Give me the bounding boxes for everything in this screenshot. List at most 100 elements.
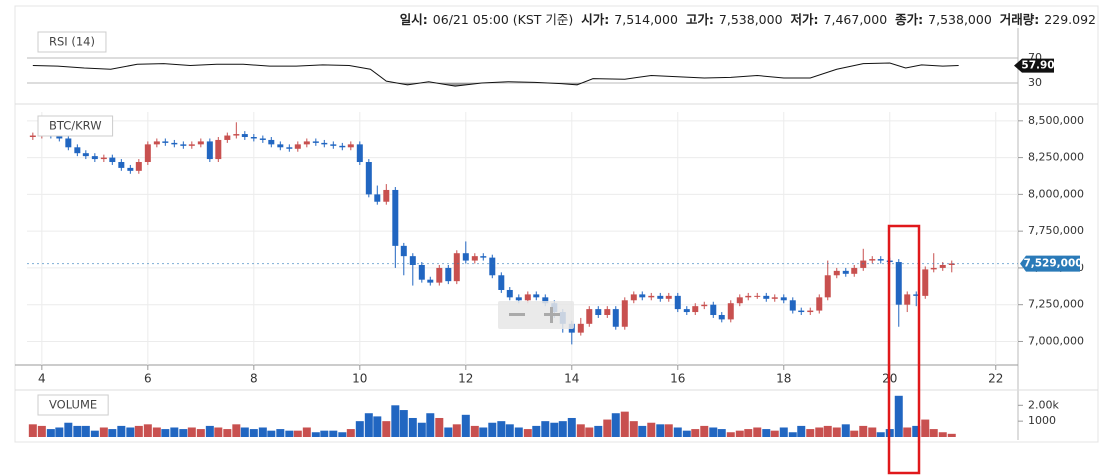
volume-bar bbox=[417, 422, 426, 437]
volume-bar bbox=[576, 424, 585, 437]
volume-bar bbox=[762, 429, 771, 437]
candle-body bbox=[330, 144, 337, 146]
candle-body bbox=[745, 295, 752, 298]
candle-body bbox=[807, 310, 814, 313]
volume-bar bbox=[797, 425, 806, 437]
panel-label-box bbox=[37, 31, 107, 53]
candle-body bbox=[153, 141, 160, 145]
candle-body bbox=[869, 259, 876, 261]
volume-bar bbox=[461, 414, 470, 437]
candle-body bbox=[904, 294, 911, 305]
volume-tick-label: 1000 bbox=[1028, 414, 1056, 427]
zoom-in-button[interactable] bbox=[544, 307, 560, 323]
x-tick-label: 10 bbox=[352, 372, 367, 386]
header-value: 06/21 05:00 (KST 기준) bbox=[433, 12, 574, 27]
candle-body bbox=[74, 147, 81, 154]
candle-body bbox=[922, 269, 929, 296]
candle-body bbox=[277, 144, 284, 148]
volume-bar bbox=[55, 427, 64, 437]
candle-body bbox=[621, 300, 628, 327]
volume-bar bbox=[293, 430, 302, 437]
volume-bar bbox=[585, 427, 594, 437]
candle-body bbox=[736, 297, 743, 304]
candle-body bbox=[754, 295, 761, 297]
candle-body bbox=[118, 162, 125, 168]
volume-bar bbox=[541, 421, 550, 437]
candle-body bbox=[347, 144, 354, 148]
volume-bar bbox=[656, 424, 665, 437]
volume-bar bbox=[682, 430, 691, 437]
candle-body bbox=[241, 134, 248, 138]
chart-frame bbox=[14, 5, 1099, 443]
header-label: 저가: bbox=[791, 12, 819, 27]
volume-bar bbox=[594, 425, 603, 437]
candle-body bbox=[683, 309, 690, 313]
volume-bar bbox=[435, 417, 444, 437]
candle-body bbox=[215, 139, 222, 160]
volume-bar bbox=[179, 429, 188, 437]
volume-bar bbox=[355, 421, 364, 437]
volume-bar bbox=[603, 419, 612, 437]
candle-body bbox=[542, 297, 549, 304]
candle-body bbox=[127, 167, 134, 171]
y-tick-label: 8,250,000 bbox=[1028, 151, 1084, 164]
x-tick-label: 12 bbox=[458, 372, 473, 386]
candle-body bbox=[206, 141, 213, 160]
volume-bar bbox=[232, 424, 241, 437]
volume-bar bbox=[753, 427, 762, 437]
candle-body bbox=[595, 309, 602, 315]
volume-bar bbox=[691, 429, 700, 437]
volume-bar bbox=[788, 432, 797, 437]
candle-body bbox=[109, 157, 116, 163]
zoom-controls bbox=[498, 301, 574, 329]
candle-body bbox=[630, 294, 637, 301]
volume-bar bbox=[647, 422, 656, 437]
header-label: 거래량: bbox=[1000, 12, 1040, 27]
volume-bar bbox=[550, 422, 559, 437]
candle-body bbox=[100, 157, 107, 160]
y-tick-label: 7,000,000 bbox=[1028, 334, 1084, 347]
candle-body bbox=[321, 142, 328, 145]
volume-bar bbox=[868, 427, 877, 437]
x-tick-label: 18 bbox=[776, 372, 791, 386]
volume-bar bbox=[28, 424, 37, 437]
zoom-panel bbox=[498, 301, 574, 329]
volume-bar bbox=[505, 424, 514, 437]
panel-label: BTC/KRW bbox=[49, 119, 102, 133]
candle-body bbox=[162, 141, 169, 143]
volume-bar bbox=[903, 427, 912, 437]
volume-bar bbox=[532, 425, 541, 437]
volume-bar bbox=[558, 421, 567, 437]
candle-body bbox=[780, 297, 787, 301]
volume-bar bbox=[338, 432, 347, 437]
header-label: 시가: bbox=[581, 12, 609, 27]
candle-body bbox=[674, 295, 681, 310]
candle-body bbox=[648, 295, 655, 298]
candle-body bbox=[91, 156, 98, 160]
volume-bar bbox=[258, 427, 267, 437]
candle-body bbox=[913, 294, 920, 296]
volume-bar bbox=[90, 430, 99, 437]
candle-body bbox=[851, 267, 858, 274]
x-tick-label: 6 bbox=[144, 372, 152, 386]
volume-bar bbox=[346, 429, 355, 437]
rsi-line bbox=[32, 62, 959, 87]
candle-body bbox=[586, 309, 593, 324]
candle-body bbox=[445, 267, 452, 282]
zoom-out-button[interactable] bbox=[509, 313, 525, 316]
volume-bar bbox=[938, 432, 947, 437]
candle-body bbox=[489, 257, 496, 276]
volume-bar bbox=[841, 424, 850, 437]
volume-bar bbox=[426, 413, 435, 437]
volume-bar bbox=[214, 427, 223, 437]
candle-body bbox=[798, 310, 805, 313]
volume-bar bbox=[311, 432, 320, 437]
candle-body bbox=[312, 141, 319, 143]
volume-bar bbox=[876, 432, 885, 437]
volume-bar bbox=[126, 427, 135, 437]
candle-body bbox=[833, 270, 840, 276]
candle-body bbox=[533, 294, 540, 298]
candle-body bbox=[294, 144, 301, 149]
candle-body bbox=[436, 267, 443, 283]
